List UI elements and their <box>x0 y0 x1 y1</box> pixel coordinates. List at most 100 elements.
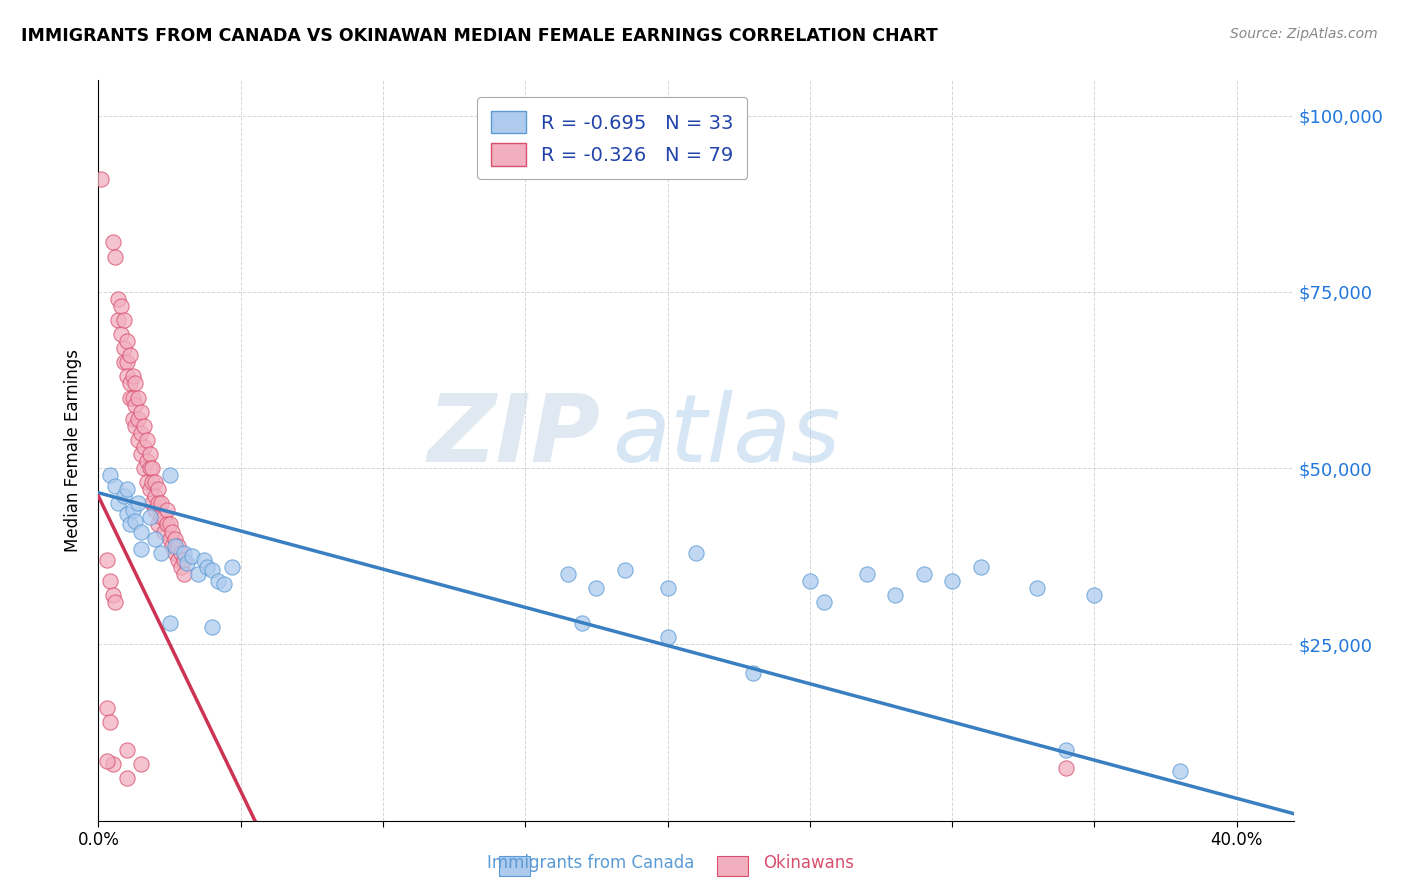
Point <box>148 496 170 510</box>
Point <box>115 743 138 757</box>
Point <box>104 250 127 264</box>
Point <box>143 475 166 490</box>
Point <box>118 348 141 362</box>
Point <box>138 482 160 496</box>
Point <box>141 496 163 510</box>
Point <box>132 461 155 475</box>
Point <box>138 510 160 524</box>
Point <box>912 566 935 581</box>
Point <box>107 496 129 510</box>
Point <box>156 517 179 532</box>
Point <box>104 595 127 609</box>
Point <box>150 510 173 524</box>
Point <box>101 235 124 250</box>
Y-axis label: Median Female Earnings: Median Female Earnings <box>65 349 83 552</box>
Point <box>135 475 157 490</box>
Legend: R = -0.695   N = 33, R = -0.326   N = 79: R = -0.695 N = 33, R = -0.326 N = 79 <box>477 97 748 179</box>
Point <box>212 577 235 591</box>
Point <box>187 566 209 581</box>
Point <box>129 542 152 557</box>
Point <box>96 754 118 768</box>
Point <box>101 588 124 602</box>
Point <box>201 620 224 634</box>
Point <box>153 510 176 524</box>
Point <box>110 299 132 313</box>
Point <box>150 546 173 560</box>
Point <box>173 553 195 567</box>
Point <box>96 553 118 567</box>
Point <box>201 563 224 577</box>
Point <box>124 514 146 528</box>
Point <box>135 454 157 468</box>
Point <box>657 630 679 644</box>
Point <box>181 549 204 564</box>
Point <box>107 292 129 306</box>
Point <box>557 566 579 581</box>
Point <box>127 496 149 510</box>
Point <box>585 581 607 595</box>
Point <box>799 574 821 588</box>
Point <box>115 334 138 348</box>
Point <box>141 475 163 490</box>
Point <box>221 559 243 574</box>
Point <box>124 418 146 433</box>
Point <box>657 581 679 595</box>
Point <box>112 313 135 327</box>
Point <box>129 757 152 772</box>
Point <box>1054 743 1077 757</box>
Point <box>138 461 160 475</box>
Point <box>571 616 593 631</box>
Point <box>1168 764 1191 779</box>
Point <box>167 553 190 567</box>
Point <box>121 503 143 517</box>
Point <box>165 546 187 560</box>
Point <box>162 539 184 553</box>
Point <box>98 468 121 483</box>
Point <box>143 489 166 503</box>
Point <box>129 425 152 440</box>
Point <box>96 701 118 715</box>
Point <box>121 391 143 405</box>
Point <box>112 489 135 503</box>
Point <box>112 355 135 369</box>
Point <box>156 503 179 517</box>
Point <box>148 517 170 532</box>
Point <box>115 772 138 786</box>
Point <box>969 559 991 574</box>
Point <box>884 588 907 602</box>
Point <box>141 461 163 475</box>
Point <box>148 482 170 496</box>
Point <box>104 479 127 493</box>
Point <box>1083 588 1105 602</box>
Point <box>855 566 877 581</box>
Point <box>112 341 135 355</box>
Point <box>162 524 184 539</box>
Point <box>118 376 141 391</box>
Point <box>813 595 835 609</box>
Point <box>138 447 160 461</box>
Point <box>741 665 763 680</box>
Point <box>173 546 195 560</box>
Point <box>121 411 143 425</box>
Point <box>115 507 138 521</box>
Point <box>150 496 173 510</box>
Point <box>127 391 149 405</box>
Point <box>127 433 149 447</box>
Point <box>118 517 141 532</box>
Point <box>115 369 138 384</box>
Point <box>129 447 152 461</box>
Text: Source: ZipAtlas.com: Source: ZipAtlas.com <box>1230 27 1378 41</box>
Point <box>153 524 176 539</box>
Point <box>132 418 155 433</box>
Point <box>132 440 155 454</box>
Point <box>195 559 218 574</box>
Point <box>129 405 152 419</box>
Point <box>98 714 121 729</box>
Point <box>115 482 138 496</box>
Point <box>685 546 707 560</box>
Point <box>101 757 124 772</box>
Text: Okinawans: Okinawans <box>763 855 853 872</box>
Point <box>107 313 129 327</box>
Point <box>115 355 138 369</box>
Point <box>90 172 112 186</box>
